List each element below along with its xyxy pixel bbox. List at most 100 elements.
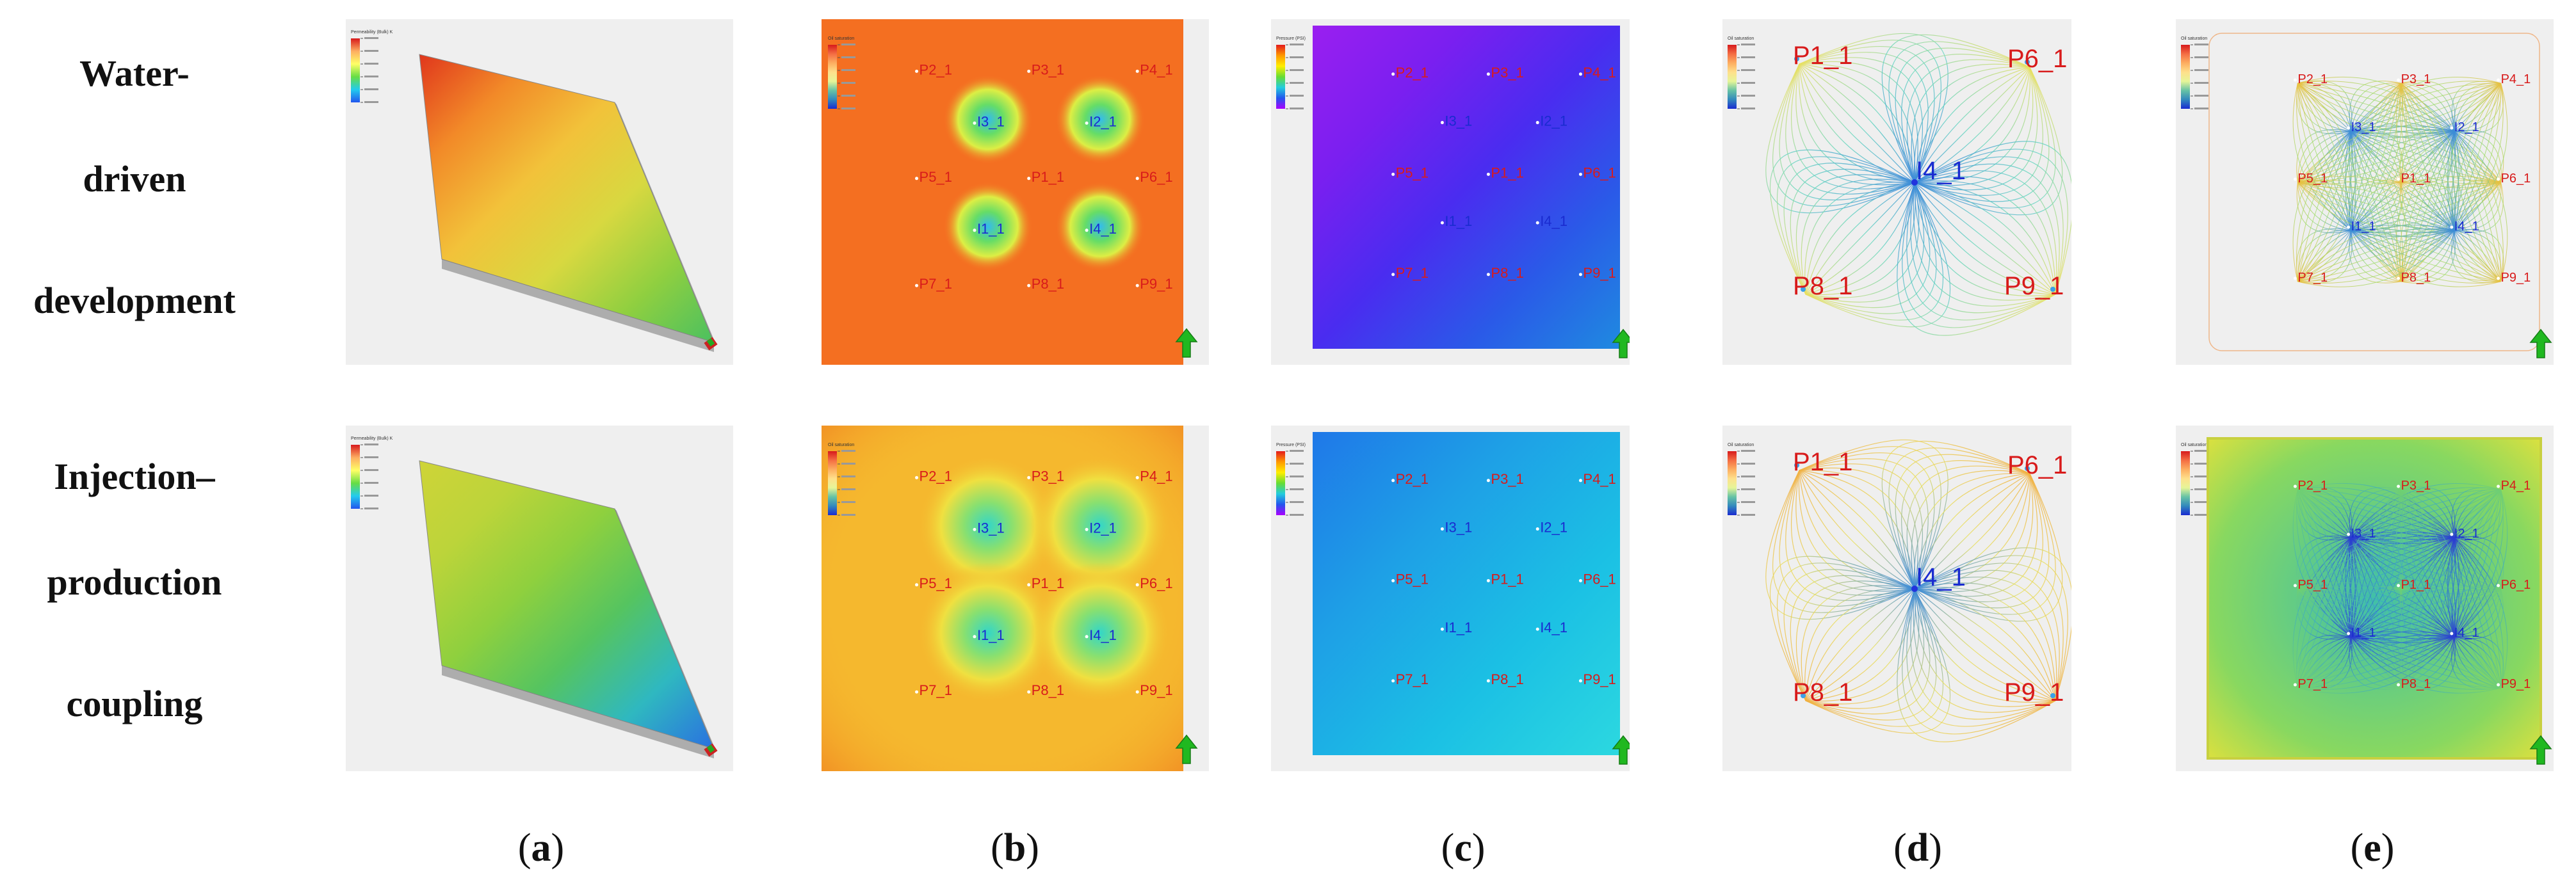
producer-well-label: P1_1: [1491, 164, 1523, 180]
producer-well-label: P4_1: [2501, 72, 2531, 86]
injector-well-label: I1_1: [2351, 220, 2376, 234]
injector-well-label: I1_1: [2351, 626, 2376, 640]
permeability-3d-panel: Permeability (Bulk) K: [346, 426, 733, 771]
well-marker: [1578, 479, 1582, 483]
well-marker: [2347, 632, 2351, 635]
well-marker: [1027, 69, 1031, 73]
injector-well-label: I3_1: [1445, 113, 1472, 129]
well-marker: [1486, 72, 1490, 76]
well-marker: [1578, 679, 1582, 683]
producer-well-label: P2_1: [2297, 479, 2328, 493]
well-marker: [2497, 276, 2500, 280]
producer-well-label: P4_1: [2501, 479, 2531, 493]
well-marker: [1535, 527, 1539, 531]
well-marker: [1391, 72, 1395, 76]
color-scale-bar: [2181, 45, 2190, 109]
color-scale-bar: [351, 445, 360, 509]
producer-well-label: P1_1: [1793, 42, 1852, 70]
producer-well-label: P5_1: [2297, 172, 2328, 186]
injector-well-label: I1_1: [1445, 619, 1472, 635]
well-marker: [2497, 484, 2500, 488]
legend-title: Oil saturation: [1728, 36, 1754, 41]
producer-well-label: P6_1: [1583, 164, 1616, 180]
caption-letter: c: [1454, 826, 1472, 870]
well-marker: [1440, 121, 1444, 125]
pressure-panel: Pressure (PSI) P2_1 P3_1 P4_1 P5_1 P1_1 P6_1 P7…: [1271, 426, 1630, 771]
row-label-line: coupling: [66, 683, 203, 724]
color-scale-bar: [828, 45, 837, 109]
well-marker: [1027, 475, 1031, 479]
caption-e: (e): [2350, 826, 2395, 870]
producer-well-label: P8_1: [1491, 671, 1523, 687]
up-arrow-icon: [1175, 734, 1198, 764]
well-marker: [1135, 583, 1139, 587]
row-label-line: production: [47, 561, 222, 603]
producer-well-label: P1_1: [1491, 571, 1523, 587]
well-marker: [2397, 177, 2401, 181]
legend-title: Pressure (PSI): [1276, 36, 1306, 41]
producer-well-label: P7_1: [2297, 677, 2328, 691]
producer-well-label: P9_1: [1583, 265, 1616, 281]
color-scale-bar: [2181, 451, 2190, 515]
well-marker: [2497, 177, 2500, 181]
color-scale-bar: [1728, 45, 1737, 109]
well-marker: [2397, 78, 2401, 82]
well-marker: [2397, 484, 2401, 488]
permeability-3d-panel: Permeability (Bulk) K: [346, 19, 733, 365]
well-marker: [2050, 287, 2055, 292]
well-marker: [1085, 121, 1089, 125]
producer-well-label: P7_1: [919, 682, 952, 698]
well-marker: [1794, 463, 1799, 468]
producer-well-label: P8_1: [1032, 682, 1064, 698]
up-arrow-icon: [1175, 328, 1198, 358]
well-marker: [1027, 690, 1031, 694]
producer-well-label: P4_1: [1583, 65, 1616, 81]
well-marker: [2050, 693, 2055, 698]
producer-well-label: P6_1: [1140, 169, 1172, 185]
well-marker: [915, 475, 919, 479]
well-marker: [1085, 527, 1089, 531]
well-marker: [973, 635, 976, 639]
well-marker: [1135, 475, 1139, 479]
injector-well-label: I4_1: [1540, 619, 1567, 635]
producer-well-label: P5_1: [919, 575, 952, 591]
producer-well-label: P3_1: [1032, 61, 1064, 77]
color-scale-bar: [1276, 451, 1285, 515]
injector-well-label: I3_1: [977, 520, 1005, 536]
producer-well-label: P1_1: [1032, 169, 1064, 185]
legend-title: Permeability (Bulk) K: [351, 436, 393, 441]
well-marker: [2397, 276, 2401, 280]
pressure-field: [1313, 26, 1620, 349]
well-marker: [1794, 56, 1799, 61]
legend-title: Permeability (Bulk) K: [351, 30, 393, 35]
producer-well-label: P5_1: [2297, 578, 2328, 592]
well-marker: [1440, 221, 1444, 225]
caption-c: (c): [1441, 826, 1486, 870]
pressure-field: [1313, 432, 1620, 755]
producer-well-label: P9_1: [2004, 272, 2064, 300]
row-label-line: driven: [83, 158, 186, 200]
producer-well-label: P8_1: [1032, 276, 1064, 292]
producer-well-label: P3_1: [2401, 479, 2431, 493]
producer-well-label: P4_1: [1140, 61, 1172, 77]
producer-well-label: P9_1: [2501, 677, 2531, 691]
producer-well-label: P3_1: [1491, 471, 1523, 487]
injector-well-label: I4_1: [2454, 220, 2479, 234]
injector-well-label: I4_1: [1089, 221, 1117, 237]
producer-well-label: P4_1: [1583, 471, 1616, 487]
caption-letter: d: [1906, 826, 1929, 870]
well-marker: [973, 121, 976, 125]
legend-title: Oil saturation: [2181, 443, 2207, 447]
streamlines: [1765, 439, 2071, 742]
producer-well-label: P9_1: [1140, 276, 1172, 292]
well-marker: [1135, 284, 1139, 287]
well-marker: [1391, 579, 1395, 582]
injector-well-label: I2_1: [2454, 527, 2479, 541]
streamlines: [2207, 437, 2542, 760]
well-marker: [2025, 60, 2030, 65]
streamlines: [1765, 33, 2071, 336]
well-marker: [1486, 479, 1490, 483]
producer-well-label: P8_1: [1793, 678, 1852, 707]
well-marker: [1911, 179, 1918, 186]
caption-b: (b): [991, 826, 1039, 870]
